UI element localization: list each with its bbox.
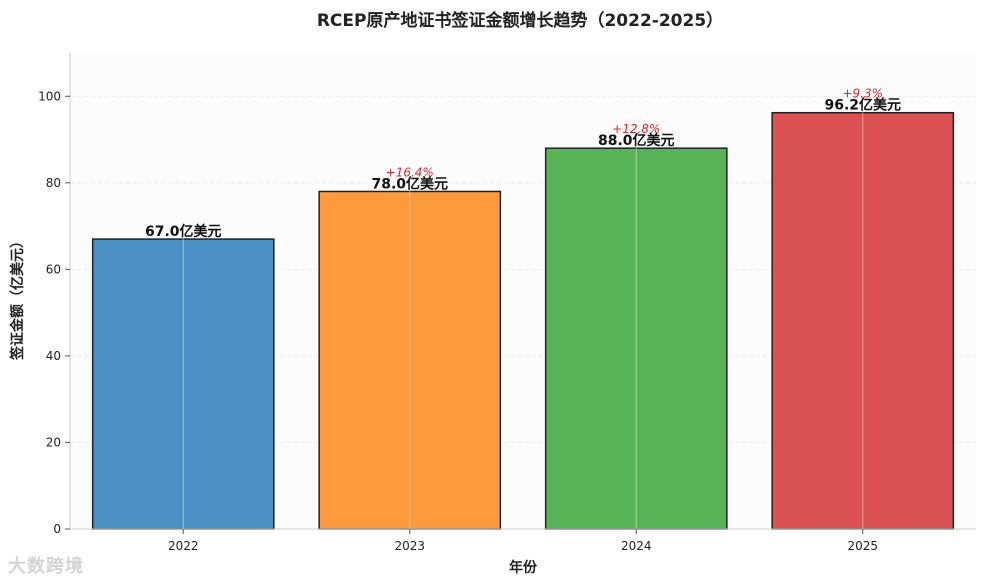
y-axis-label: 签证金额（亿美元）	[9, 234, 26, 361]
bar-2023	[318, 190, 502, 530]
x-tick-label: 2023	[394, 539, 425, 553]
watermark-logo: 大数跨境	[8, 556, 84, 577]
x-tick-label: 2024	[621, 539, 652, 553]
axes: 0 20 40 60 80 100 2022 2023 2024 2025	[38, 53, 976, 553]
x-tick-label: 2025	[847, 539, 878, 553]
y-tick-label: 40	[46, 349, 61, 363]
labels: 67.0亿美元 78.0亿美元+16.4% 88.0亿美元+12.8% 96.2亿美元…	[145, 53, 901, 529]
value-label: 96.2亿美元	[824, 97, 901, 114]
growth-label: +9.3%	[842, 87, 883, 101]
bars	[91, 111, 955, 530]
bar-2022	[91, 238, 275, 530]
y-tick-label: 60	[46, 262, 61, 276]
value-label: 67.0亿美元	[145, 223, 222, 240]
value-label: 88.0亿美元	[598, 132, 675, 149]
growth-label: +12.8%	[612, 122, 660, 136]
x-axis-label: 年份	[509, 559, 538, 576]
y-tick-label: 80	[46, 176, 61, 190]
y-tick-label: 100	[38, 89, 61, 103]
value-label: 78.0亿美元	[371, 175, 448, 192]
growth-label: +16.4%	[386, 165, 434, 179]
chart-title: RCEP原产地证书签证金额增长趋势（2022-2025）	[317, 10, 723, 31]
x-tick-label: 2022	[168, 539, 199, 553]
y-tick-label: 20	[46, 435, 61, 449]
y-tick-label: 0	[53, 522, 61, 536]
